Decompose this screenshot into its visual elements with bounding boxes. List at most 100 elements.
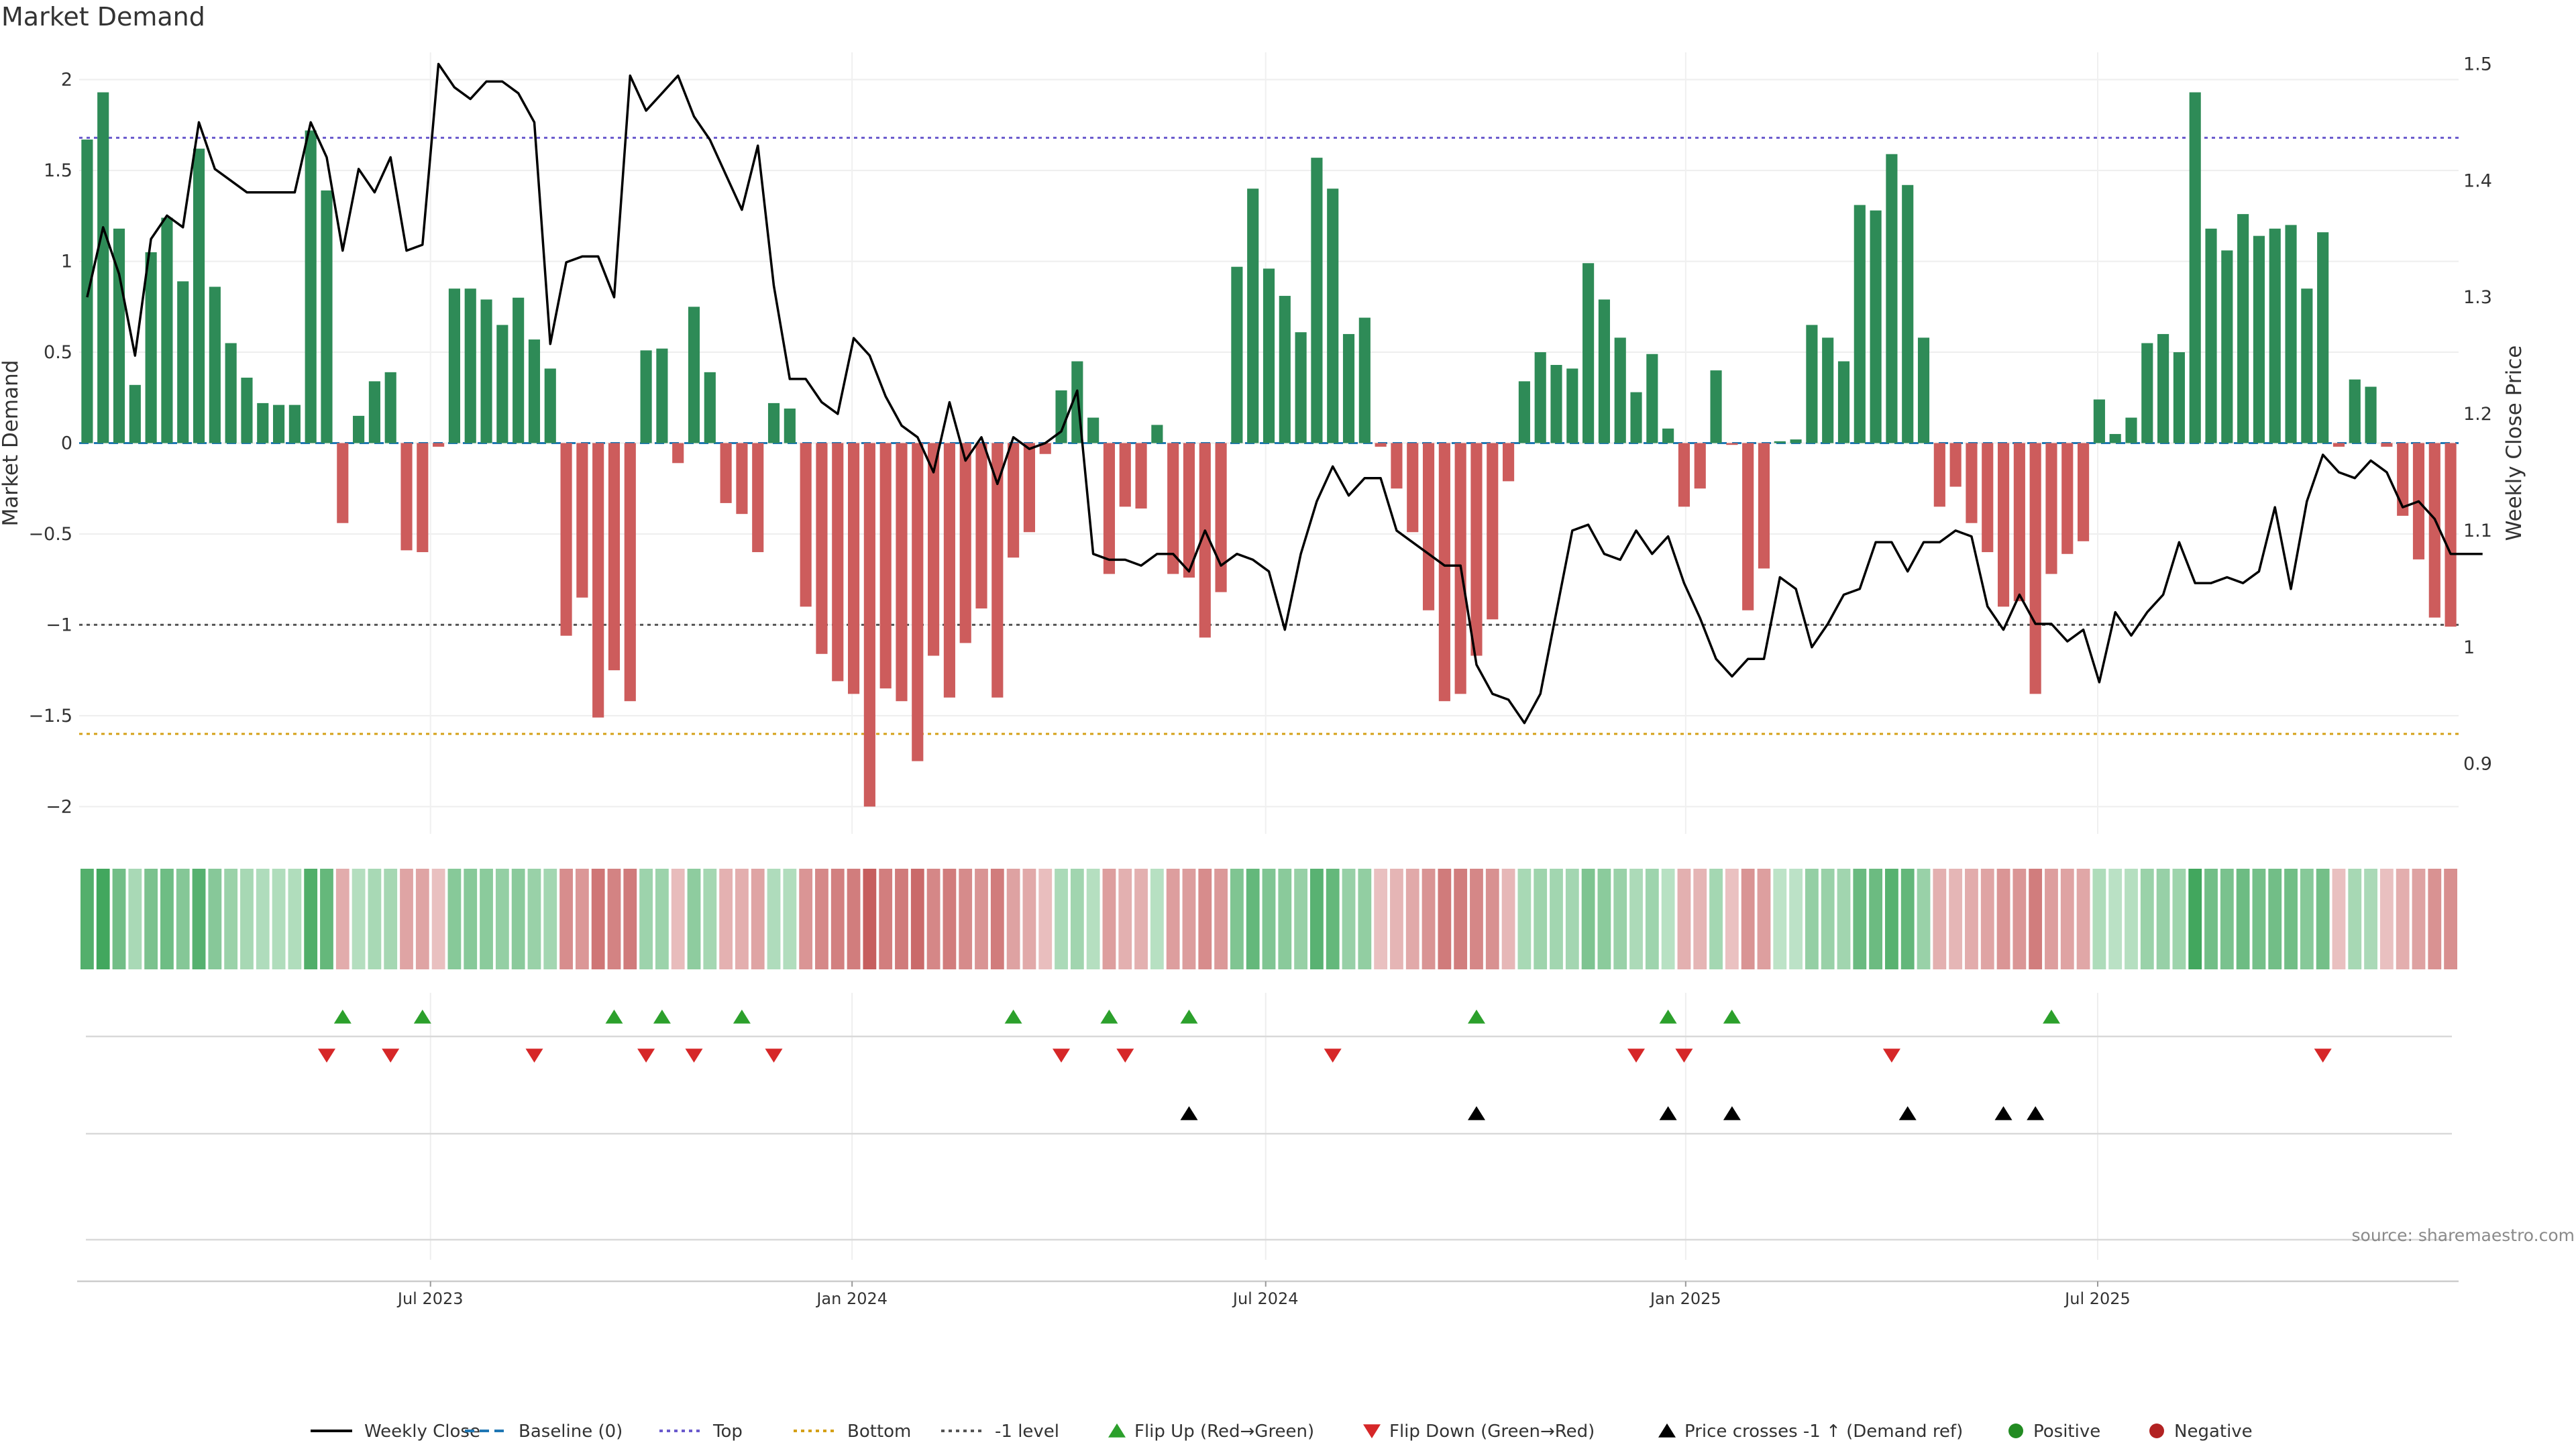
price-line-group [86, 62, 2483, 724]
heatstrip-cell [335, 869, 350, 969]
demand-bar [1902, 184, 1914, 443]
demand-bar [2045, 443, 2057, 574]
heatstrip-cell [384, 869, 398, 969]
heatstrip-cell [176, 869, 190, 969]
y-tick-label: −0.5 [28, 524, 72, 545]
flip-down-marker [1882, 1049, 1900, 1063]
heatstrip-cell [2412, 869, 2426, 969]
heatstrip-cell [607, 869, 621, 969]
y2-tick-label: 1 [2463, 637, 2475, 658]
source-note: source: sharemaestro.com [2352, 1226, 2575, 1245]
demand-bar [688, 307, 700, 443]
flip-up-marker [733, 1010, 751, 1024]
y-tick-label: 1.5 [44, 160, 72, 181]
demand-bar [720, 443, 732, 503]
heatstrip-cell [80, 869, 94, 969]
flip-up-marker [2043, 1010, 2060, 1024]
heatstrip-cell [719, 869, 733, 969]
demand-bar [464, 288, 476, 443]
demand-bar [1503, 443, 1515, 482]
heatstrip-cell [959, 869, 973, 969]
demand-bar [2093, 399, 2105, 443]
demand-bar [177, 281, 189, 443]
demand-bar [2141, 343, 2153, 443]
demand-bar [113, 228, 125, 443]
y-tick-label: −2 [46, 796, 72, 817]
heatstrip-cell [2379, 869, 2394, 969]
legend-swatch [2149, 1424, 2164, 1438]
y2-tick-label: 0.9 [2463, 754, 2492, 775]
demand-bar [928, 443, 940, 656]
flip-up-marker [605, 1010, 623, 1024]
demand-bar [1982, 443, 1994, 553]
heatstrip-cell [1645, 869, 1659, 969]
demand-bar [528, 339, 541, 443]
y-tick-label: 1 [61, 252, 72, 272]
heatstrip-cell [990, 869, 1004, 969]
heatstrip-cell [703, 869, 717, 969]
demand-bar [2237, 214, 2249, 443]
heatstrip-cell [2444, 869, 2457, 969]
heatstrip-cell [799, 869, 813, 969]
heatstrip-cell [1246, 869, 1260, 969]
demand-bars [81, 92, 2457, 807]
signal-markers [86, 1010, 2452, 1439]
demand-bar [2109, 433, 2121, 443]
demand-bar [656, 348, 668, 443]
flip-up-marker [333, 1010, 352, 1024]
legend-label: Price crosses -1 ↑ (Demand ref) [1684, 1421, 1963, 1442]
flip-down-marker [382, 1049, 400, 1063]
demand-bar [1231, 266, 1243, 443]
heatstrip-cell [783, 869, 797, 969]
demand-bar [161, 217, 173, 443]
heatstrip-cell [415, 869, 429, 969]
demand-bar [145, 252, 157, 443]
heatstrip-cell [1581, 869, 1595, 969]
price-cross-marker [1180, 1106, 1198, 1120]
heatstrip-cell [575, 869, 589, 969]
demand-bar [1854, 205, 1866, 443]
demand-bar [1407, 443, 1419, 533]
heatstrip-cell [655, 869, 669, 969]
demand-bar [2157, 333, 2169, 443]
demand-bar [1614, 337, 1626, 443]
heatstrip-cell [2348, 869, 2362, 969]
demand-bar [2349, 379, 2361, 443]
heatstrip-cell [96, 869, 110, 969]
demand-bar [1039, 443, 1051, 454]
heatstrip-cell [1853, 869, 1867, 969]
heatstrip-cell [910, 869, 924, 969]
heatstrip-cell [1454, 869, 1468, 969]
demand-bar [2253, 235, 2265, 443]
demand-bar [624, 443, 636, 702]
x-axis: Jul 2023 Jan 2024 Jul 2024 Jan 2025 Jul 2025 [77, 1280, 2459, 1308]
heatstrip-cell [815, 869, 828, 969]
heatstrip-cell [2316, 869, 2330, 969]
flip-down-marker [1675, 1049, 1693, 1063]
demand-bar [1008, 443, 1020, 558]
heatstrip-cell [240, 869, 254, 969]
heatstrip-cell [2268, 869, 2282, 969]
heatstrip-cell [1022, 869, 1036, 969]
heatstrip-cell [352, 869, 366, 969]
y-tick-label: 0 [61, 433, 72, 454]
heatstrip-cell [847, 869, 861, 969]
heatstrip-cell [623, 869, 637, 969]
demand-bar [193, 148, 205, 443]
demand-bar [1055, 390, 1067, 443]
legend-label: Baseline (0) [519, 1421, 623, 1442]
demand-bar [1774, 441, 1786, 443]
heatstrip-cell [447, 869, 462, 969]
demand-bar [767, 402, 780, 443]
demand-bar [2445, 443, 2457, 627]
x-tick-label: Jan 2025 [1649, 1289, 1721, 1308]
demand-bar [1215, 443, 1227, 592]
flip-up-marker [1468, 1010, 1485, 1024]
demand-bar [975, 443, 987, 609]
heatstrip-cell [1709, 869, 1723, 969]
heatstrip-cell [1102, 869, 1116, 969]
demand-bar [800, 443, 812, 607]
heatstrip-cell [2156, 869, 2170, 969]
heatstrip-cell [1773, 869, 1787, 969]
demand-bar [672, 443, 684, 464]
